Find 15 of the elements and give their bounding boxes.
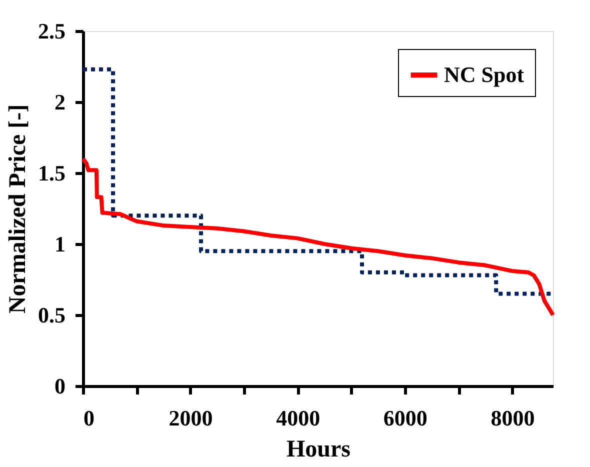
line-series <box>81 156 555 317</box>
x-tick-label: 4000 <box>276 406 320 430</box>
x-tick-label: 0 <box>84 406 94 430</box>
x-tick-label: 2000 <box>168 406 213 430</box>
x-tick-label: 6000 <box>383 406 428 430</box>
y-tick-label: 1 <box>54 232 66 256</box>
x-axis-title: Hours <box>286 436 351 462</box>
y-axis-title: Normalized Price [-] <box>5 104 31 314</box>
x-tick-label: 8000 <box>490 406 535 430</box>
y-tick-label: 0 <box>54 374 66 398</box>
y-tick-label: 2 <box>54 90 66 114</box>
y-tick-label: 2.5 <box>38 18 66 44</box>
y-tick-label: 1.5 <box>38 160 66 186</box>
y-tick-label: 0.5 <box>38 302 66 328</box>
legend-label: NC Spot <box>444 62 525 87</box>
